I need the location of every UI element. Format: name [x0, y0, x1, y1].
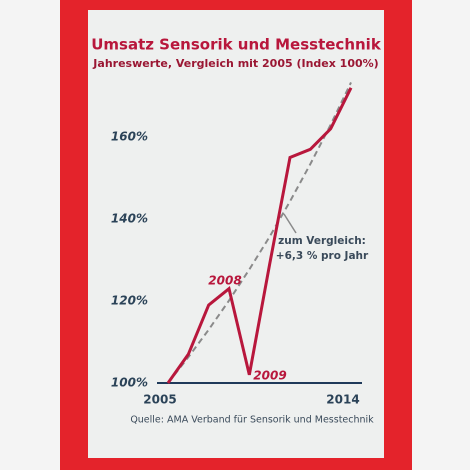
annotation: +6,3 % pro Jahr	[276, 250, 369, 262]
y-tick-label: 120%	[111, 294, 148, 308]
y-tick-label: 140%	[111, 212, 148, 226]
chart-title: Umsatz Sensorik und Messtechnik	[91, 36, 382, 54]
source: Quelle: AMA Verband für Sensorik und Mes…	[130, 415, 374, 426]
chart-subtitle: Jahreswerte, Vergleich mit 2005 (Index 1…	[92, 57, 378, 70]
y-tick-label: 100%	[111, 376, 148, 390]
annotation-pointer	[283, 213, 297, 234]
y-tick-label: 160%	[111, 130, 148, 144]
x-tick-label: 2014	[326, 393, 359, 407]
annotation: 2008	[208, 274, 241, 288]
annotation: 2009	[253, 369, 286, 383]
x-tick-label: 2005	[143, 393, 176, 407]
panel	[88, 10, 384, 458]
series-line	[166, 87, 353, 384]
annotation: zum Vergleich:	[278, 235, 366, 247]
series-line	[167, 82, 352, 384]
